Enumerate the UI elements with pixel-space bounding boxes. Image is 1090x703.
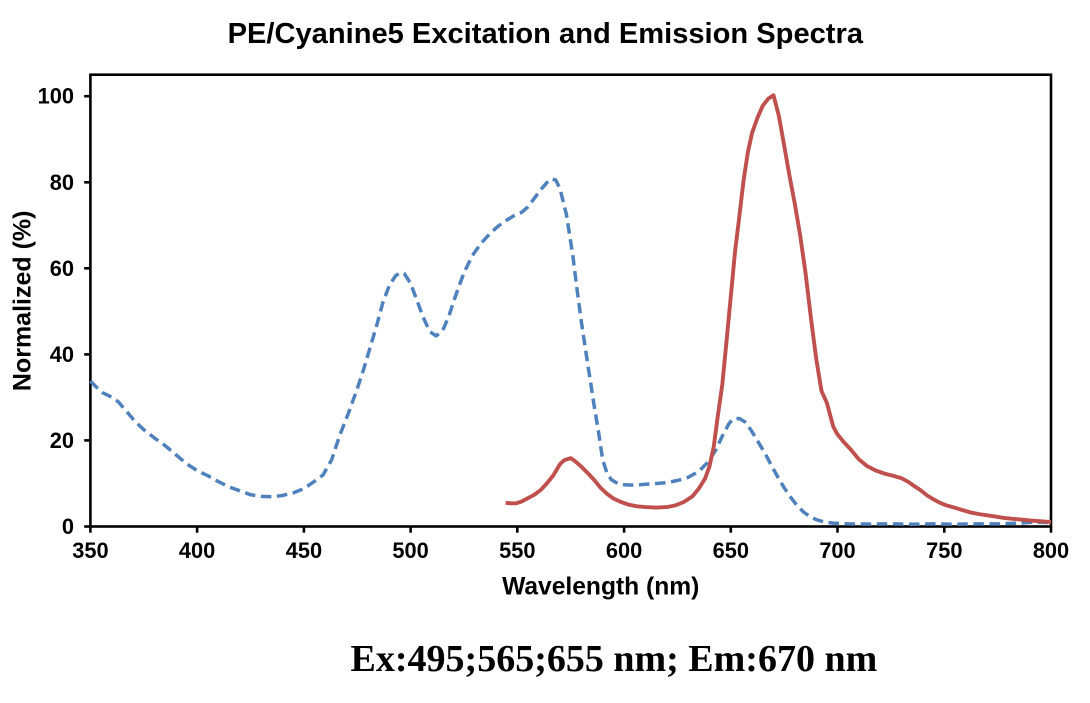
svg-text:500: 500 <box>392 538 428 563</box>
svg-text:Wavelength (nm): Wavelength (nm) <box>502 574 699 601</box>
svg-text:0: 0 <box>62 514 74 539</box>
svg-text:600: 600 <box>606 538 642 563</box>
svg-text:450: 450 <box>286 538 322 563</box>
svg-text:20: 20 <box>50 428 74 453</box>
svg-text:400: 400 <box>179 538 215 563</box>
svg-text:40: 40 <box>50 342 74 367</box>
svg-text:800: 800 <box>1033 538 1069 563</box>
svg-text:650: 650 <box>713 538 749 563</box>
svg-text:60: 60 <box>50 256 74 281</box>
svg-text:750: 750 <box>926 538 962 563</box>
svg-text:Ex:495;565;655 nm; Em:670 nm: Ex:495;565;655 nm; Em:670 nm <box>351 638 878 680</box>
svg-text:700: 700 <box>819 538 855 563</box>
svg-text:550: 550 <box>499 538 535 563</box>
svg-text:PE/Cyanine5 Excitation and Emi: PE/Cyanine5 Excitation and Emission Spec… <box>228 18 864 50</box>
svg-text:100: 100 <box>38 84 74 109</box>
svg-text:80: 80 <box>50 170 74 195</box>
svg-text:Normalized (%): Normalized (%) <box>9 211 37 392</box>
svg-text:350: 350 <box>72 538 108 563</box>
